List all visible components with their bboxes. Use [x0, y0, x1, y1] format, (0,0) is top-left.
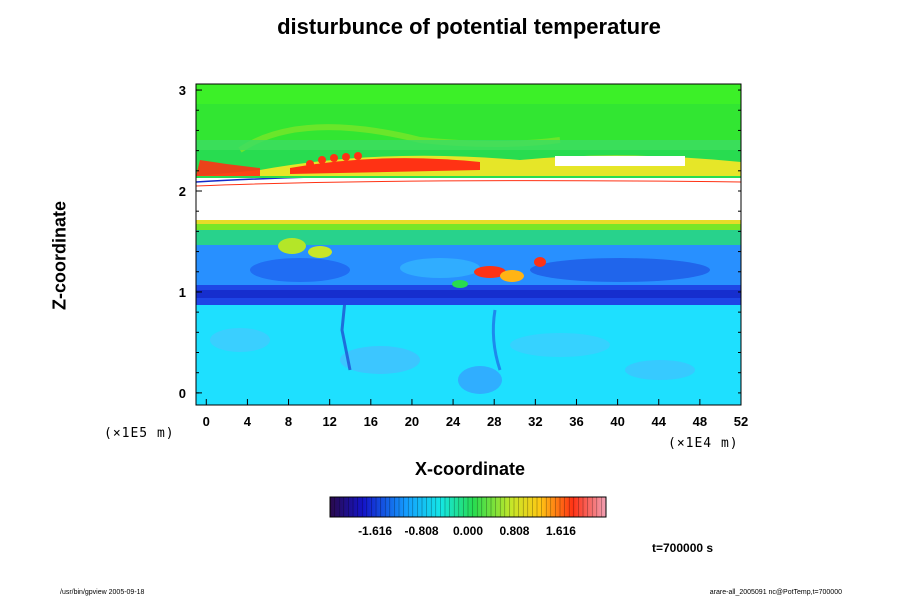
footer-left: /usr/bin/gpview 2005-09-18: [60, 589, 145, 596]
plot-frame: [195, 83, 742, 406]
x-tick-label: 0: [203, 414, 210, 429]
y-axis-label: Z-coordinate: [49, 201, 70, 311]
y-axis-ticks: 0 1 2 3: [179, 83, 741, 401]
x-axis-ticks: 0 4 8 12 16 20 24 28 32 36 40 44 48 52: [203, 399, 748, 429]
x-tick-label: 28: [487, 414, 501, 429]
chart-title: disturbunce of potential temperature: [277, 14, 661, 39]
x-tick-label: 12: [322, 414, 336, 429]
x-tick-label: 32: [528, 414, 542, 429]
colorbar-tick-label: 0.000: [453, 524, 483, 538]
y-tick-label: 0: [179, 386, 186, 401]
colorbar-tick-labels: -1.616 -0.808 0.000 0.808 1.616: [358, 524, 576, 538]
colorbar-tick-label: 0.808: [499, 524, 529, 538]
x-tick-label: 4: [244, 414, 252, 429]
colorbar-lines: [334, 497, 602, 517]
footer-right: arare-all_2005091 nc@PotTemp,t=700000: [709, 589, 842, 596]
y-tick-label: 1: [179, 285, 186, 300]
x-tick-label: 8: [285, 414, 292, 429]
y-tick-label: 3: [179, 83, 186, 98]
x-tick-label: 44: [652, 414, 667, 429]
x-tick-label: 40: [610, 414, 624, 429]
time-label: t=700000 s: [652, 541, 714, 555]
colorbar-tick-label: 1.616: [546, 524, 576, 538]
x-tick-label: 48: [693, 414, 707, 429]
x-tick-label: 36: [569, 414, 583, 429]
y-axis-unit: (×1E5 m): [104, 426, 175, 441]
y-tick-label: 2: [179, 184, 186, 199]
x-tick-label: 16: [364, 414, 378, 429]
x-axis-unit: (×1E4 m): [668, 436, 739, 451]
x-tick-label: 24: [446, 414, 461, 429]
heatmap-field: [196, 84, 741, 405]
x-tick-label: 52: [734, 414, 748, 429]
x-tick-label: 20: [405, 414, 419, 429]
x-axis-label: X-coordinate: [414, 459, 525, 479]
colorbar-tick-label: -1.616: [358, 524, 392, 538]
colorbar-tick-label: -0.808: [405, 524, 439, 538]
